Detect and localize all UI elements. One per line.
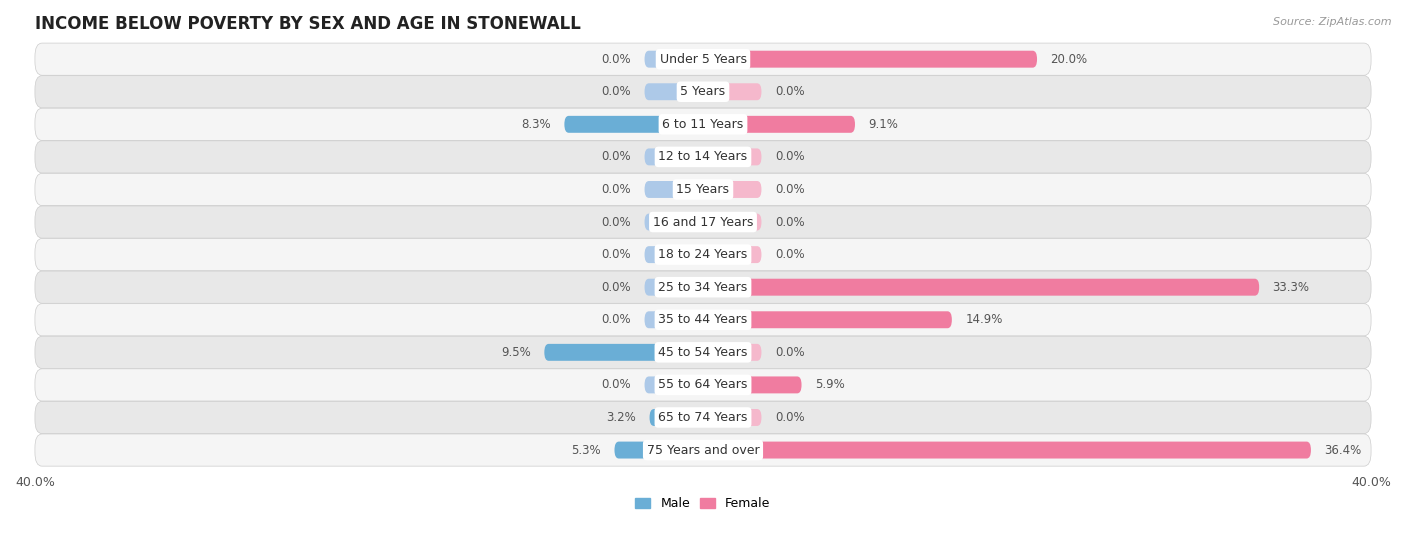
Text: 0.0%: 0.0% [775,411,804,424]
Text: 65 to 74 Years: 65 to 74 Years [658,411,748,424]
FancyBboxPatch shape [644,279,703,296]
Text: 16 and 17 Years: 16 and 17 Years [652,216,754,229]
FancyBboxPatch shape [544,344,703,361]
Text: 0.0%: 0.0% [602,183,631,196]
FancyBboxPatch shape [564,116,703,133]
FancyBboxPatch shape [703,311,952,328]
FancyBboxPatch shape [35,108,1371,140]
FancyBboxPatch shape [703,409,762,426]
Text: 0.0%: 0.0% [602,86,631,98]
Text: 20.0%: 20.0% [1050,53,1087,65]
FancyBboxPatch shape [644,311,703,328]
FancyBboxPatch shape [703,376,801,394]
FancyBboxPatch shape [703,279,1260,296]
Text: 36.4%: 36.4% [1324,443,1361,457]
Text: 55 to 64 Years: 55 to 64 Years [658,378,748,391]
FancyBboxPatch shape [650,409,703,426]
Text: 0.0%: 0.0% [602,216,631,229]
Text: Source: ZipAtlas.com: Source: ZipAtlas.com [1274,17,1392,27]
Text: 75 Years and over: 75 Years and over [647,443,759,457]
Text: 5.9%: 5.9% [815,378,845,391]
Text: 9.1%: 9.1% [869,118,898,131]
FancyBboxPatch shape [644,246,703,263]
FancyBboxPatch shape [35,75,1371,108]
FancyBboxPatch shape [35,271,1371,304]
FancyBboxPatch shape [703,442,1310,458]
FancyBboxPatch shape [35,43,1371,75]
FancyBboxPatch shape [703,246,762,263]
FancyBboxPatch shape [644,83,703,100]
Text: 0.0%: 0.0% [775,86,804,98]
FancyBboxPatch shape [703,149,762,165]
FancyBboxPatch shape [644,149,703,165]
FancyBboxPatch shape [35,401,1371,434]
FancyBboxPatch shape [35,337,1371,368]
Text: 0.0%: 0.0% [775,346,804,359]
FancyBboxPatch shape [35,304,1371,336]
Text: 14.9%: 14.9% [965,313,1002,326]
Legend: Male, Female: Male, Female [630,492,776,515]
Text: 45 to 54 Years: 45 to 54 Years [658,346,748,359]
FancyBboxPatch shape [703,83,762,100]
Text: 0.0%: 0.0% [602,248,631,261]
Text: 0.0%: 0.0% [602,281,631,293]
FancyBboxPatch shape [644,376,703,394]
Text: 6 to 11 Years: 6 to 11 Years [662,118,744,131]
Text: 3.2%: 3.2% [606,411,636,424]
FancyBboxPatch shape [703,214,762,230]
Text: 8.3%: 8.3% [522,118,551,131]
Text: 0.0%: 0.0% [602,53,631,65]
FancyBboxPatch shape [703,51,1038,68]
FancyBboxPatch shape [703,344,762,361]
Text: 5 Years: 5 Years [681,86,725,98]
Text: INCOME BELOW POVERTY BY SEX AND AGE IN STONEWALL: INCOME BELOW POVERTY BY SEX AND AGE IN S… [35,15,581,33]
FancyBboxPatch shape [35,141,1371,173]
FancyBboxPatch shape [35,206,1371,238]
Text: 33.3%: 33.3% [1272,281,1309,293]
Text: 0.0%: 0.0% [775,216,804,229]
Text: 0.0%: 0.0% [602,150,631,163]
Text: 5.3%: 5.3% [571,443,602,457]
FancyBboxPatch shape [644,214,703,230]
FancyBboxPatch shape [35,173,1371,206]
Text: 25 to 34 Years: 25 to 34 Years [658,281,748,293]
FancyBboxPatch shape [35,239,1371,271]
FancyBboxPatch shape [703,116,855,133]
Text: 0.0%: 0.0% [775,150,804,163]
Text: 35 to 44 Years: 35 to 44 Years [658,313,748,326]
Text: 15 Years: 15 Years [676,183,730,196]
FancyBboxPatch shape [703,181,762,198]
FancyBboxPatch shape [35,434,1371,466]
Text: 12 to 14 Years: 12 to 14 Years [658,150,748,163]
FancyBboxPatch shape [644,181,703,198]
Text: 0.0%: 0.0% [775,183,804,196]
Text: 0.0%: 0.0% [602,378,631,391]
Text: 18 to 24 Years: 18 to 24 Years [658,248,748,261]
FancyBboxPatch shape [614,442,703,458]
Text: 0.0%: 0.0% [602,313,631,326]
FancyBboxPatch shape [644,51,703,68]
FancyBboxPatch shape [35,369,1371,401]
Text: Under 5 Years: Under 5 Years [659,53,747,65]
Text: 0.0%: 0.0% [775,248,804,261]
Text: 9.5%: 9.5% [501,346,531,359]
